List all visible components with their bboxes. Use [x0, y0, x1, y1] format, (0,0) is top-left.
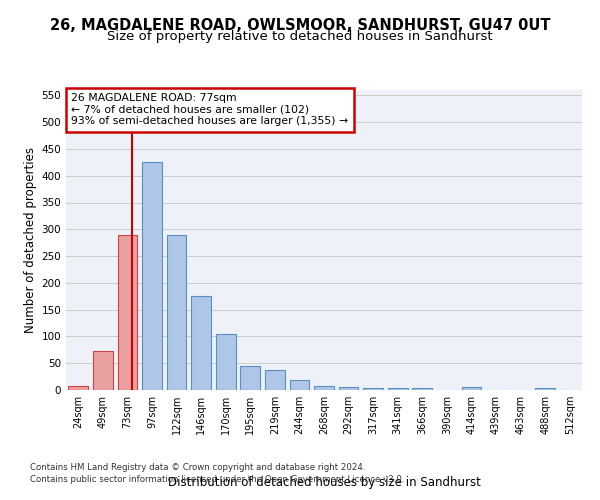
- Bar: [68, 386, 88, 390]
- Text: Contains HM Land Registry data © Crown copyright and database right 2024.: Contains HM Land Registry data © Crown c…: [30, 464, 365, 472]
- Bar: [339, 388, 358, 390]
- Bar: [216, 334, 236, 390]
- Bar: [191, 296, 211, 390]
- Bar: [265, 370, 284, 390]
- Bar: [93, 352, 113, 390]
- Bar: [118, 234, 137, 390]
- Bar: [314, 386, 334, 390]
- Bar: [142, 162, 162, 390]
- Y-axis label: Number of detached properties: Number of detached properties: [24, 147, 37, 333]
- Text: 26, MAGDALENE ROAD, OWLSMOOR, SANDHURST, GU47 0UT: 26, MAGDALENE ROAD, OWLSMOOR, SANDHURST,…: [50, 18, 550, 32]
- Bar: [412, 388, 432, 390]
- Bar: [388, 388, 407, 390]
- Bar: [461, 388, 481, 390]
- X-axis label: Distribution of detached houses by size in Sandhurst: Distribution of detached houses by size …: [167, 476, 481, 489]
- Bar: [535, 388, 555, 390]
- Bar: [290, 380, 309, 390]
- Bar: [167, 234, 187, 390]
- Bar: [364, 388, 383, 390]
- Bar: [241, 366, 260, 390]
- Text: 26 MAGDALENE ROAD: 77sqm
← 7% of detached houses are smaller (102)
93% of semi-d: 26 MAGDALENE ROAD: 77sqm ← 7% of detache…: [71, 93, 348, 126]
- Text: Size of property relative to detached houses in Sandhurst: Size of property relative to detached ho…: [107, 30, 493, 43]
- Text: Contains public sector information licensed under the Open Government Licence v3: Contains public sector information licen…: [30, 474, 404, 484]
